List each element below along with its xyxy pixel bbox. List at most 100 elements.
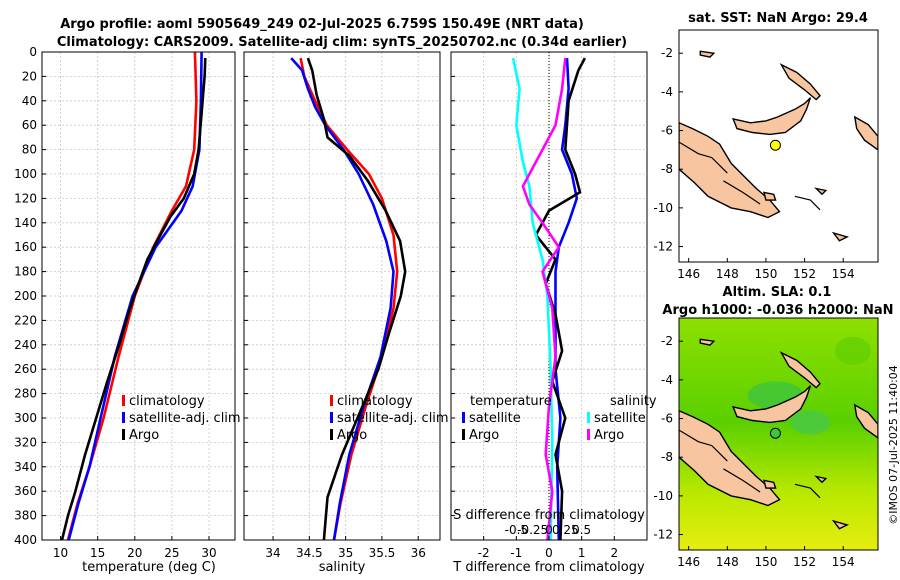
legend-label: climatology [337, 394, 413, 409]
x-tick-label: 1 [578, 546, 586, 560]
land-manus-island [699, 338, 716, 346]
y-tick-label: 400 [14, 533, 37, 547]
map-x-tick-label: 148 [716, 555, 739, 569]
salinity-panel: 34 34.5 35 35.5 36 climatology satellite-adj. … [243, 51, 449, 560]
sla-map-title-line2: Argo h1000: -0.036 h2000: NaN [662, 303, 893, 318]
y-tick-label: 220 [14, 313, 37, 327]
s-tick-label: 0.25 [552, 523, 579, 537]
y-tick-label: 0 [29, 45, 37, 59]
land-bougainville [853, 115, 878, 151]
y-tick-label: 320 [14, 435, 37, 449]
y-tick-label: 360 [14, 484, 37, 498]
legend-label: satellite [594, 411, 646, 426]
map-y-tick-label: -2 [661, 334, 673, 348]
y-tick-label: 260 [14, 362, 37, 376]
series-line-temperature-argo [534, 57, 587, 541]
map-y-tick-label: -12 [653, 240, 673, 254]
x-tick-label: 25 [164, 546, 179, 560]
series-line-satellite-adj-clim [290, 57, 395, 541]
series-line-argo [60, 58, 207, 541]
legend-label: satellite-adj. clim [129, 411, 241, 426]
salinity-xlabel: salinity [319, 560, 366, 575]
y-tick-label: 300 [14, 411, 37, 425]
sst-map: 146 148 150 152 154 -2 -4 -6 -8 -10 -12 [653, 29, 879, 281]
x-tick-label: 0 [545, 546, 553, 560]
map-content [679, 318, 878, 550]
coastline [794, 195, 821, 211]
series-line-climatology [299, 57, 399, 541]
x-tick-label: 30 [201, 546, 216, 560]
map-y-tick-label: -10 [653, 201, 673, 215]
map-x-tick-label: 154 [832, 555, 855, 569]
x-tick-label: 20 [127, 546, 142, 560]
legend-title-temperature: temperature [470, 394, 552, 409]
legend-label: Argo [129, 428, 159, 443]
title-line1: Argo profile: aoml 5905649_249 02-Jul-20… [60, 17, 584, 32]
map-y-tick-label: -2 [661, 46, 673, 60]
x-tick-label: 34 [265, 546, 280, 560]
land-manus-island [699, 50, 716, 58]
legend-swatch [330, 395, 333, 406]
map-frame [678, 29, 879, 263]
legend-swatch [122, 429, 125, 440]
coastline [723, 180, 761, 205]
coastline [794, 483, 821, 499]
legend-title-salinity: salinity [610, 394, 657, 409]
map-x-tick-label: 146 [677, 555, 700, 569]
land-new-ireland [779, 63, 821, 101]
land-new-guinea-mainland [679, 410, 781, 507]
legend-swatch [330, 412, 333, 423]
land-louisiade-island [831, 231, 850, 242]
map-x-tick-label: 152 [793, 267, 816, 281]
coastline [679, 429, 728, 462]
imos-timestamp: ©IMOS 07-Jul-2025 11:40:04 [887, 365, 900, 525]
map-y-tick-label: -4 [661, 85, 673, 99]
temperature-panel: 10 15 20 25 30020406080100120140160180200220… [14, 45, 241, 560]
series-line-salinity-satellite [511, 57, 554, 541]
s-tick-label: -0.5 [505, 523, 528, 537]
y-tick-label: 40 [22, 94, 37, 108]
map-x-tick-label: 150 [754, 267, 777, 281]
legend-label: satellite-adj. clim [337, 411, 449, 426]
map-y-tick-label: -6 [661, 124, 673, 138]
sla-anomaly-blob [834, 336, 871, 365]
y-tick-label: 380 [14, 509, 37, 523]
series-line-argo [306, 57, 407, 541]
map-frame [678, 317, 879, 551]
y-tick-label: 200 [14, 289, 37, 303]
y-tick-label: 20 [22, 69, 37, 83]
land-goodenough-island [763, 479, 777, 489]
x-tick-label: -1 [510, 546, 522, 560]
y-tick-label: 100 [14, 167, 37, 181]
series-line-temperature-satellite [554, 58, 579, 541]
y-tick-label: 160 [14, 240, 37, 254]
coastline [679, 141, 728, 174]
legend-swatch [587, 429, 590, 440]
map-y-tick-label: -8 [661, 162, 673, 176]
y-tick-label: 140 [14, 216, 37, 230]
temperature-xlabel: temperature (deg C) [82, 560, 216, 575]
land-bougainville [853, 403, 878, 439]
difference-xlabel: T difference from climatology [452, 560, 645, 575]
legend-label: Argo [337, 428, 367, 443]
legend-label: Argo [469, 428, 499, 443]
sla-map-title-line1: Altim. SLA: 0.1 [723, 285, 832, 300]
argo-location-marker [769, 139, 781, 151]
y-tick-label: 60 [22, 118, 37, 132]
land-woodlark-island [814, 475, 828, 484]
legend-swatch [330, 429, 333, 440]
land-new-britain [731, 385, 812, 424]
argo-location-marker [769, 427, 781, 439]
land-new-ireland [779, 351, 821, 389]
map-x-tick-label: 154 [832, 267, 855, 281]
map-x-tick-label: 148 [716, 267, 739, 281]
y-tick-label: 340 [14, 460, 37, 474]
x-tick-label: 2 [611, 546, 619, 560]
map-x-tick-label: 152 [793, 555, 816, 569]
y-tick-label: 240 [14, 338, 37, 352]
land-louisiade-island [831, 519, 850, 530]
map-content [679, 30, 878, 262]
map-x-tick-label: 150 [754, 555, 777, 569]
land-new-guinea-mainland [679, 122, 781, 219]
difference-panel: -2 -1 0 1 2 temperature satellite Argo salinity s… [450, 51, 657, 560]
